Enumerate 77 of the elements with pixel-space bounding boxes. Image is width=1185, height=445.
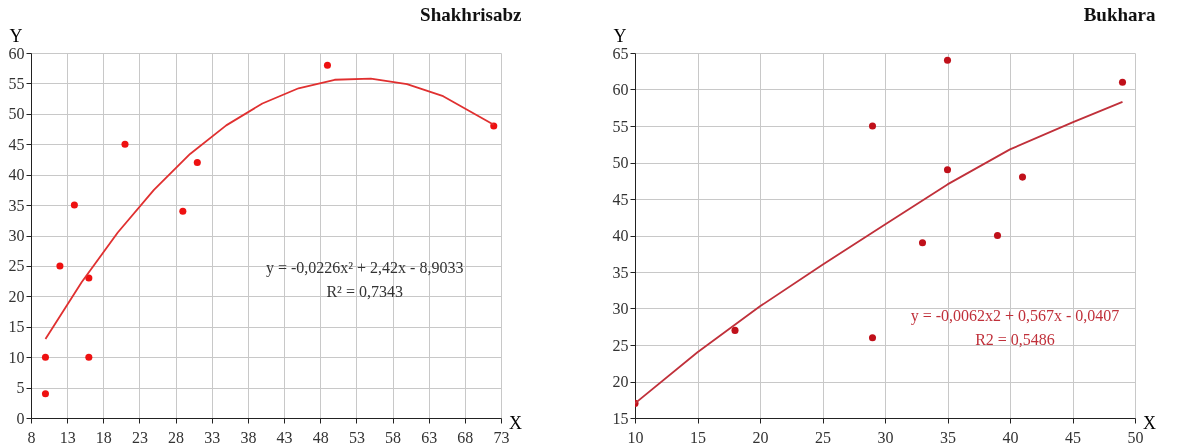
y-tick-label: 25 [612,336,629,354]
y-tick-label: 60 [8,44,25,62]
x-tick-label: 68 [457,428,474,445]
y-tick-label: 20 [8,287,25,305]
point [85,274,93,282]
x-tick-label: 73 [493,428,510,445]
point [323,61,331,69]
x-axis-title: X [509,412,522,433]
point [918,239,927,247]
annotation: y = -0,0226x² + 2,42x - 8,9033 [265,259,464,278]
x-tick-label: 50 [1127,428,1144,445]
y-tick-label: 40 [612,227,629,244]
x-tick-label: 18 [95,428,112,445]
y-tick-label: 15 [612,409,629,427]
annotation: y = -0,0062x2 + 0,567x - 0,0407 [910,306,1120,325]
x-tick-label: 48 [312,428,329,445]
chart-title: Bukhara [1083,4,1156,25]
point [41,353,49,361]
x-tick-label: 33 [204,428,221,445]
x-tick-label: 25 [815,428,831,445]
y-tick-label: 30 [8,227,25,244]
x-tick-label: 40 [1002,428,1019,445]
y-tick-label: 50 [612,154,629,171]
x-tick-label: 45 [1065,428,1081,445]
point [70,201,78,209]
point [993,231,1002,240]
y-tick-label: 45 [612,190,629,208]
y-tick-label: 55 [8,74,25,92]
y-tick-label: 45 [8,135,25,153]
y-tick-label: 10 [8,348,25,366]
y-tick-label: 65 [612,44,629,62]
x-tick-label: 23 [131,428,148,445]
x-tick-label: 35 [940,428,956,445]
annotation: R2 = 0,5486 [975,330,1055,348]
y-axis-title: Y [9,25,23,46]
point [193,158,201,167]
x-tick-label: 13 [59,428,76,445]
y-tick-label: 50 [8,105,25,123]
x-tick-label: 63 [421,428,438,445]
y-tick-label: 60 [612,81,629,98]
x-tick-label: 8 [27,428,36,445]
point [943,56,952,64]
x-tick-label: 53 [348,428,365,445]
point [868,122,877,130]
point [179,207,187,215]
x-tick-label: 43 [276,428,293,445]
x-tick-label: 20 [752,428,769,445]
y-tick-label: 55 [612,117,629,135]
x-axis-title: X [1143,412,1156,433]
line-series [635,101,1124,405]
point [1018,173,1027,181]
point [56,262,64,270]
x-tick-label: 15 [690,428,706,445]
point [1118,78,1127,86]
x-tick-label: 38 [240,428,257,445]
point [943,166,952,174]
point [868,334,877,342]
point [731,326,739,334]
y-tick-label: 35 [8,196,25,214]
x-tick-label: 58 [385,428,402,445]
y-tick-label: 0 [16,409,25,427]
y-tick-label: 25 [8,257,25,275]
x-tick-label: 28 [168,428,185,445]
x-tick-label: 30 [877,428,894,445]
y-tick-label: 40 [8,166,25,184]
point [85,353,93,361]
point [41,390,49,398]
chart-title: Shakhrisabz [420,4,523,25]
annotation: R² = 0,7343 [326,283,403,301]
y-tick-label: 15 [8,318,25,336]
y-tick-label: 5 [16,379,25,397]
point [121,140,129,148]
y-axis-title: Y [613,25,627,46]
y-tick-label: 20 [612,373,629,390]
y-tick-label: 30 [612,300,629,317]
x-tick-label: 10 [627,428,644,445]
y-tick-label: 35 [612,263,629,281]
